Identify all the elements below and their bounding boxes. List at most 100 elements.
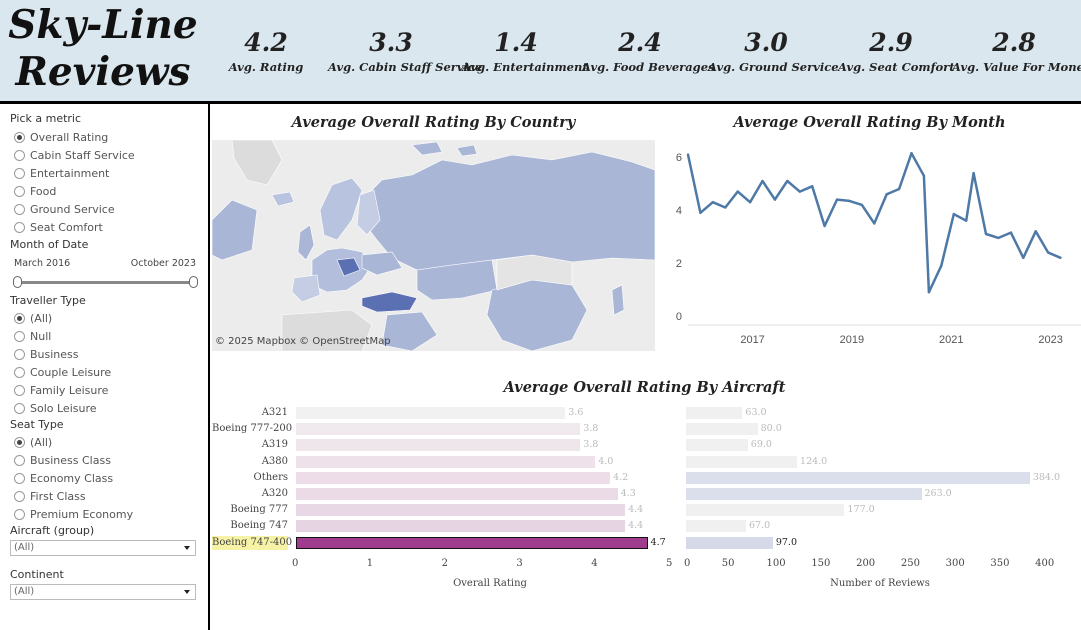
reviews-bar[interactable]	[686, 407, 743, 419]
seat-option-all[interactable]: (All)	[14, 434, 52, 450]
kpi-cabin-staff: 3.3 Avg. Cabin Staff Service	[328, 26, 482, 74]
line-point[interactable]	[952, 212, 955, 216]
rating-bar[interactable]	[296, 520, 626, 533]
line-point[interactable]	[810, 185, 814, 188]
metric-option-ground-service[interactable]: Ground Service	[14, 201, 115, 217]
aircraft-chart-title: Average Overall Rating By Aircraft	[503, 379, 786, 396]
aircraft-row-label[interactable]: Others	[253, 471, 289, 483]
traveller-option-solo-leisure[interactable]: Solo Leisure	[14, 400, 97, 416]
line-point[interactable]	[984, 232, 988, 236]
rating-bar[interactable]	[296, 504, 626, 517]
metric-option-overall-rating[interactable]: Overall Rating	[14, 129, 108, 145]
reviews-bar[interactable]	[686, 471, 1030, 484]
country-map[interactable]	[212, 140, 655, 351]
reviews-bar[interactable]	[686, 520, 746, 533]
traveller-option-business[interactable]: Business	[14, 346, 79, 362]
aircraft-row-label[interactable]: A321	[261, 407, 288, 418]
line-point[interactable]	[1022, 256, 1025, 259]
line-point[interactable]	[972, 171, 975, 175]
rating-bar[interactable]	[296, 455, 596, 468]
reviews-axis-tick: 0	[684, 558, 691, 569]
line-point[interactable]	[736, 190, 739, 193]
x-tick-label: 2023	[1038, 334, 1062, 346]
line-point[interactable]	[1059, 256, 1062, 259]
brand-line-2: Reviews	[15, 49, 191, 95]
reviews-bar[interactable]	[686, 504, 845, 517]
month-slider-start-handle[interactable]	[13, 276, 22, 288]
seat-option-economy-class[interactable]: Economy Class	[14, 470, 113, 486]
aircraft-row-label[interactable]: Boeing 777	[230, 504, 288, 516]
aircraft-dropdown[interactable]: (All)	[10, 540, 196, 556]
line-point[interactable]	[927, 290, 931, 294]
line-point[interactable]	[873, 222, 876, 225]
rating-bar[interactable]	[296, 439, 581, 452]
traveller-option-all[interactable]: (All)	[14, 310, 52, 326]
reviews-bar[interactable]	[686, 488, 922, 500]
aircraft-row-label[interactable]: Boeing 747-400	[212, 535, 293, 550]
seat-option-business-class[interactable]: Business Class	[14, 452, 111, 468]
line-point[interactable]	[848, 199, 851, 203]
metric-option-cabin-staff[interactable]: Cabin Staff Service	[14, 147, 135, 163]
metric-option-entertainment[interactable]: Entertainment	[14, 165, 109, 181]
traveller-option-null[interactable]: Null	[14, 328, 51, 344]
line-point[interactable]	[1009, 231, 1013, 234]
reviews-bar[interactable]	[686, 439, 748, 452]
traveller-option-couple-leisure[interactable]: Couple Leisure	[14, 364, 111, 380]
aircraft-row-label[interactable]: A320	[261, 488, 288, 499]
line-point[interactable]	[724, 206, 727, 209]
line-point[interactable]	[686, 153, 690, 156]
line-point[interactable]	[761, 179, 764, 183]
reviews-bar[interactable]	[686, 423, 758, 436]
rating-series-line[interactable]	[686, 152, 1061, 294]
reviews-bar-label: 63.0	[745, 407, 767, 418]
aircraft-row-label[interactable]: A380	[261, 455, 288, 467]
line-point[interactable]	[773, 198, 777, 201]
line-chart[interactable]: 0 2 4 6 2017 2019 2021 2023	[668, 136, 1081, 346]
line-point[interactable]	[711, 201, 715, 204]
line-point[interactable]	[940, 264, 943, 267]
line-point[interactable]	[997, 236, 1000, 240]
line-point[interactable]	[922, 174, 926, 177]
reviews-bar[interactable]	[686, 536, 773, 549]
kpi-value: 3.0	[744, 28, 788, 57]
line-point[interactable]	[885, 193, 888, 196]
line-point[interactable]	[835, 198, 839, 201]
line-point[interactable]	[964, 219, 968, 222]
line-point[interactable]	[798, 190, 801, 193]
rating-bar[interactable]	[296, 488, 618, 500]
line-point[interactable]	[910, 152, 913, 155]
aircraft-row-label[interactable]: Boeing 747	[230, 520, 288, 532]
radio-label: Couple Leisure	[30, 365, 112, 379]
rating-bar[interactable]	[296, 423, 581, 436]
seat-option-premium-economy[interactable]: Premium Economy	[14, 506, 133, 522]
radio-icon	[14, 490, 25, 502]
reviews-axis-tick: 200	[856, 558, 876, 569]
line-point[interactable]	[1034, 230, 1037, 233]
rating-bar[interactable]	[296, 407, 566, 419]
y-tick-label: 6	[676, 152, 682, 164]
rating-bar[interactable]	[296, 471, 611, 484]
seat-option-first-class[interactable]: First Class	[14, 488, 86, 504]
radio-icon	[14, 149, 25, 161]
reviews-axis-tick: 400	[1035, 558, 1055, 569]
aircraft-row-label[interactable]: Boeing 777-200	[212, 423, 293, 435]
line-point[interactable]	[823, 224, 826, 228]
line-point[interactable]	[860, 203, 864, 207]
continent-dropdown[interactable]: (All)	[10, 584, 196, 600]
radio-icon	[14, 366, 25, 378]
line-point[interactable]	[699, 211, 702, 214]
line-point[interactable]	[1046, 251, 1050, 254]
traveller-option-family-leisure[interactable]: Family Leisure	[14, 382, 108, 398]
reviews-bar-label: 67.0	[748, 520, 771, 532]
metric-option-food[interactable]: Food	[14, 183, 56, 199]
month-slider-track[interactable]	[17, 281, 193, 284]
reviews-bar[interactable]	[686, 455, 798, 468]
line-point[interactable]	[786, 179, 789, 183]
aircraft-row-label[interactable]: A319	[261, 439, 288, 451]
line-point[interactable]	[748, 201, 752, 204]
month-slider-end-handle[interactable]	[189, 276, 198, 288]
rating-bar[interactable]	[296, 536, 648, 549]
line-point[interactable]	[897, 187, 901, 191]
map-land-greenland	[231, 140, 283, 186]
metric-option-seat-comfort[interactable]: Seat Comfort	[14, 219, 103, 235]
